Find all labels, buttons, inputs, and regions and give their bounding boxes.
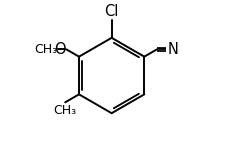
Text: methoxy: methoxy — [0, 150, 1, 151]
Text: N: N — [167, 42, 178, 57]
Text: Cl: Cl — [104, 4, 118, 19]
Text: CH₃: CH₃ — [34, 43, 58, 56]
Text: CH₃: CH₃ — [53, 104, 76, 117]
Text: O: O — [54, 42, 65, 57]
